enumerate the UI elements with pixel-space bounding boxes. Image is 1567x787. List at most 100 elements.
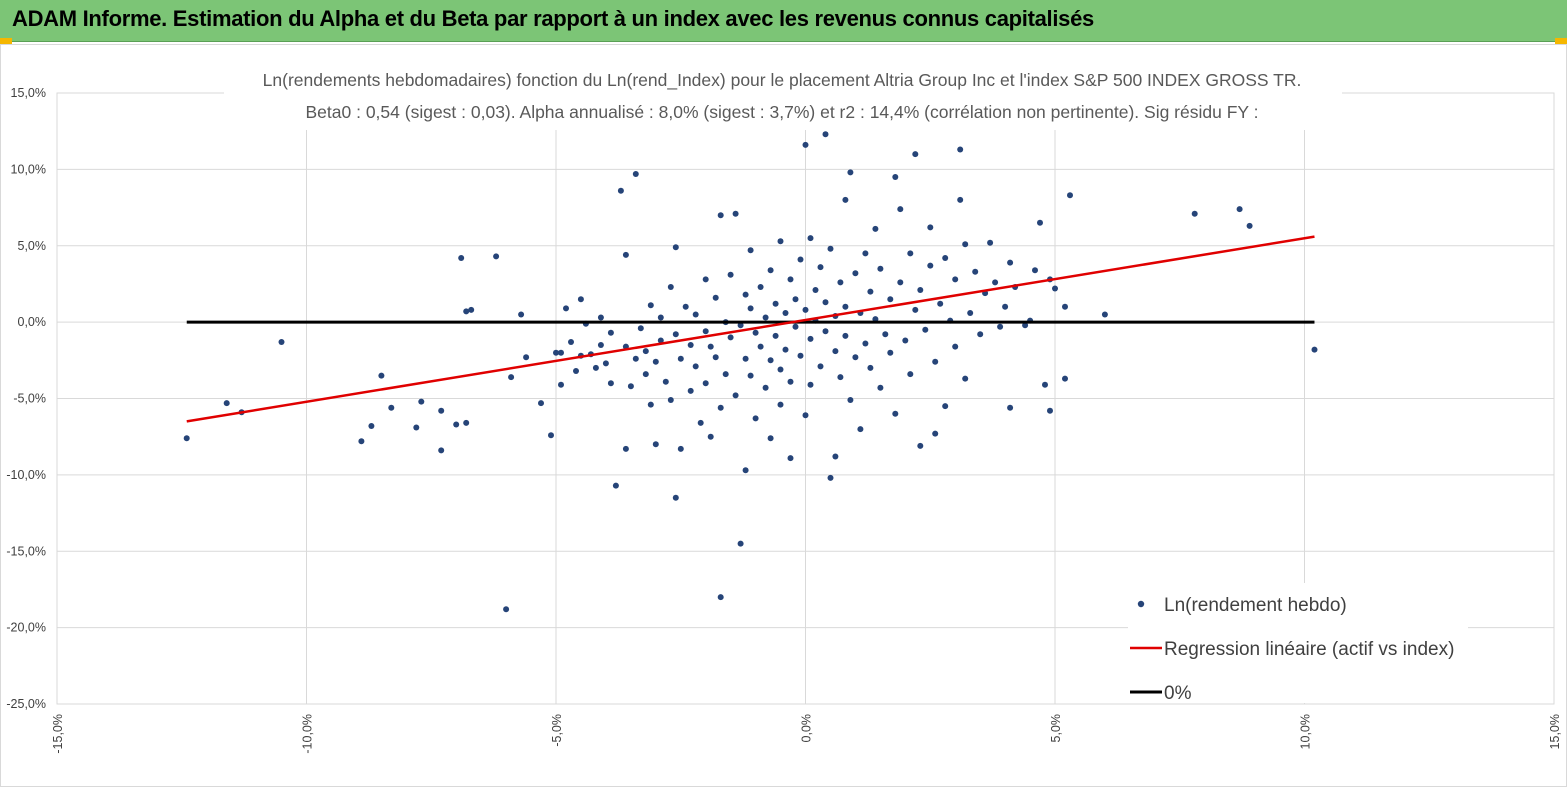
data-point bbox=[702, 276, 709, 283]
y-tick-label: 15,0% bbox=[11, 86, 46, 100]
data-point bbox=[767, 267, 774, 274]
data-point bbox=[847, 169, 854, 176]
data-point bbox=[722, 371, 729, 378]
x-tick-label: 10,0% bbox=[1299, 714, 1313, 749]
data-point bbox=[702, 328, 709, 335]
data-point bbox=[1062, 303, 1068, 310]
chart-title-line-2: Beta0 : 0,54 (sigest : 0,03). Alpha annu… bbox=[306, 102, 1259, 122]
data-point bbox=[607, 380, 614, 387]
y-tick-label: 5,0% bbox=[18, 239, 47, 253]
data-point bbox=[1037, 219, 1043, 226]
data-point bbox=[747, 247, 754, 254]
data-point bbox=[852, 270, 859, 277]
data-point bbox=[767, 435, 774, 442]
data-point bbox=[942, 255, 949, 261]
data-point bbox=[802, 412, 809, 419]
data-point bbox=[787, 455, 794, 462]
data-point bbox=[1101, 311, 1108, 318]
data-point bbox=[757, 284, 764, 290]
data-point bbox=[453, 421, 460, 428]
data-point bbox=[518, 311, 525, 318]
data-point bbox=[667, 284, 674, 290]
data-point bbox=[732, 210, 739, 217]
data-point bbox=[972, 268, 979, 275]
data-point bbox=[597, 342, 604, 348]
data-point bbox=[897, 206, 904, 213]
data-point bbox=[418, 398, 425, 405]
data-point bbox=[727, 271, 734, 278]
data-point bbox=[742, 467, 749, 474]
data-point bbox=[957, 196, 964, 203]
data-point bbox=[867, 288, 874, 295]
data-point bbox=[1042, 381, 1048, 388]
scatter-points bbox=[183, 131, 1318, 613]
data-point bbox=[493, 253, 500, 260]
x-tick-label: 5,0% bbox=[1049, 714, 1063, 743]
data-point bbox=[837, 374, 844, 381]
data-point bbox=[413, 424, 420, 431]
title-backdrop bbox=[224, 68, 1342, 130]
data-point bbox=[822, 328, 829, 335]
x-tick-label: -5,0% bbox=[550, 714, 564, 747]
data-point bbox=[1002, 303, 1009, 310]
data-point bbox=[867, 364, 874, 371]
data-point bbox=[573, 368, 579, 374]
data-point bbox=[792, 323, 799, 330]
data-point bbox=[627, 383, 634, 390]
data-point bbox=[712, 354, 719, 361]
data-point bbox=[597, 314, 604, 321]
data-point bbox=[787, 378, 794, 385]
data-point bbox=[672, 331, 679, 338]
data-point bbox=[278, 339, 285, 345]
data-point bbox=[1007, 404, 1014, 411]
data-point bbox=[842, 332, 849, 339]
regression-line bbox=[186, 235, 1315, 423]
data-point bbox=[877, 384, 884, 391]
data-point bbox=[852, 354, 859, 361]
data-point bbox=[962, 375, 969, 382]
data-point bbox=[672, 494, 679, 501]
data-point bbox=[438, 407, 445, 414]
data-point bbox=[822, 131, 829, 138]
y-tick-label: -15,0% bbox=[6, 544, 46, 558]
legend-label-points: Ln(rendement hebdo) bbox=[1164, 595, 1347, 616]
data-point bbox=[692, 363, 699, 370]
data-point bbox=[797, 256, 804, 263]
data-point bbox=[742, 291, 749, 298]
data-point bbox=[802, 306, 809, 313]
legend-marker-points bbox=[1137, 600, 1145, 608]
data-point bbox=[917, 287, 924, 293]
data-point bbox=[772, 332, 779, 339]
data-point bbox=[637, 325, 644, 332]
data-point bbox=[762, 384, 769, 391]
data-point bbox=[732, 392, 739, 399]
legend-label-regression: Regression linéaire (actif vs index) bbox=[1164, 639, 1454, 660]
legend: Ln(rendement hebdo) Regression linéaire … bbox=[1128, 583, 1468, 704]
data-point bbox=[647, 302, 654, 309]
data-point bbox=[727, 334, 734, 341]
data-point bbox=[797, 352, 804, 359]
data-point bbox=[1047, 407, 1053, 414]
data-point bbox=[1022, 322, 1029, 329]
data-point bbox=[767, 357, 774, 364]
data-point bbox=[842, 196, 849, 203]
y-tick-label: -5,0% bbox=[13, 392, 46, 406]
data-point bbox=[622, 445, 629, 452]
data-point bbox=[747, 305, 754, 312]
data-point bbox=[388, 404, 395, 411]
data-point bbox=[807, 381, 814, 388]
data-point bbox=[1007, 259, 1014, 266]
y-tick-label: -20,0% bbox=[6, 621, 46, 635]
data-point bbox=[777, 366, 784, 373]
legend-label-zero: 0% bbox=[1164, 683, 1192, 704]
legend-backdrop bbox=[1128, 583, 1468, 703]
data-point bbox=[932, 358, 939, 365]
data-point bbox=[1062, 375, 1068, 382]
data-point bbox=[832, 453, 839, 460]
data-point bbox=[563, 305, 569, 312]
y-tick-label: -10,0% bbox=[6, 468, 46, 482]
data-point bbox=[523, 354, 530, 361]
data-point bbox=[817, 363, 824, 370]
data-point bbox=[877, 265, 884, 272]
